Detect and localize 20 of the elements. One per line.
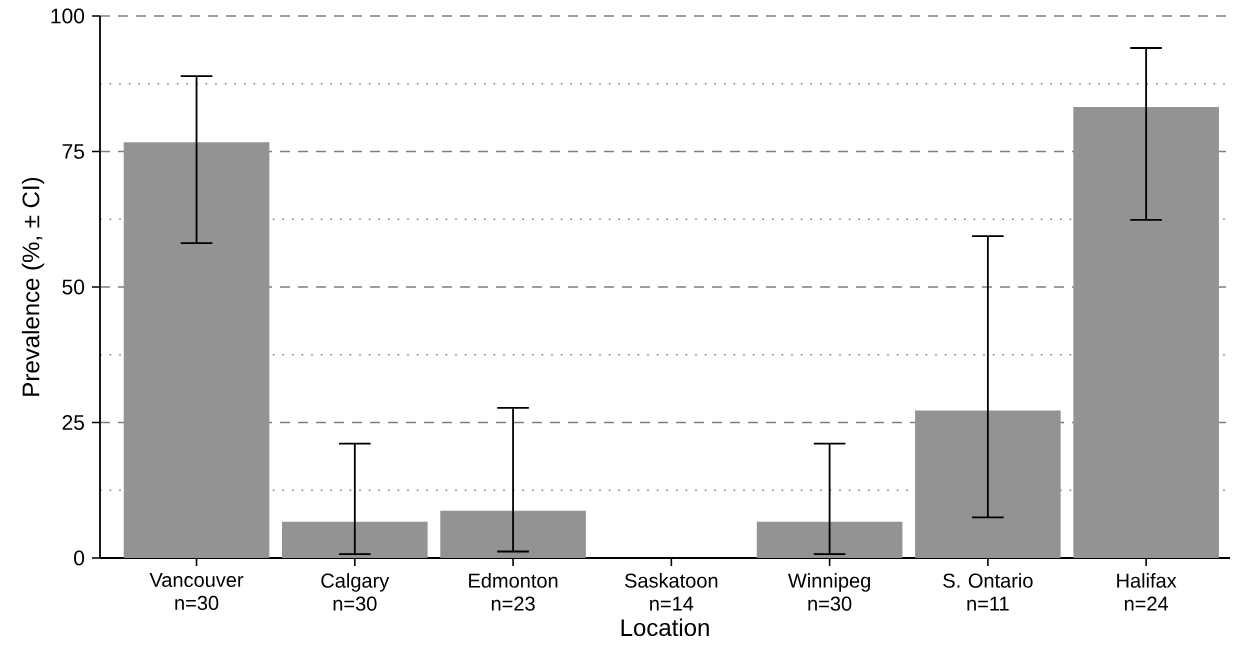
x-tick-label: Calgary n=30 xyxy=(321,573,390,611)
x-tick-label: Winnipeg n=30 xyxy=(788,573,870,611)
x-tick-label: Saskatoon n=14 xyxy=(624,573,718,611)
bar xyxy=(756,521,903,558)
bar xyxy=(915,410,1061,558)
y-tick-label: 50 xyxy=(62,279,85,295)
x-tick-label: Edmonton n=23 xyxy=(469,573,558,611)
y-tick-label: 0 xyxy=(74,550,85,566)
bar xyxy=(282,521,428,558)
bar xyxy=(1073,107,1219,558)
y-axis-title: Prevalence (%, ± CI) xyxy=(21,177,45,396)
x-tick-label: Vancouver n=30 xyxy=(149,573,244,611)
x-axis-title: Location xyxy=(621,618,709,637)
x-tick-label: Halifax n=24 xyxy=(1117,573,1177,611)
bar xyxy=(440,510,586,558)
bar xyxy=(123,142,270,558)
y-tick-label: 75 xyxy=(62,144,85,159)
y-tick-label: 25 xyxy=(62,415,85,430)
y-tick-label: 100 xyxy=(51,8,85,24)
x-tick-label: S. Ontario n=11 xyxy=(943,573,1033,611)
